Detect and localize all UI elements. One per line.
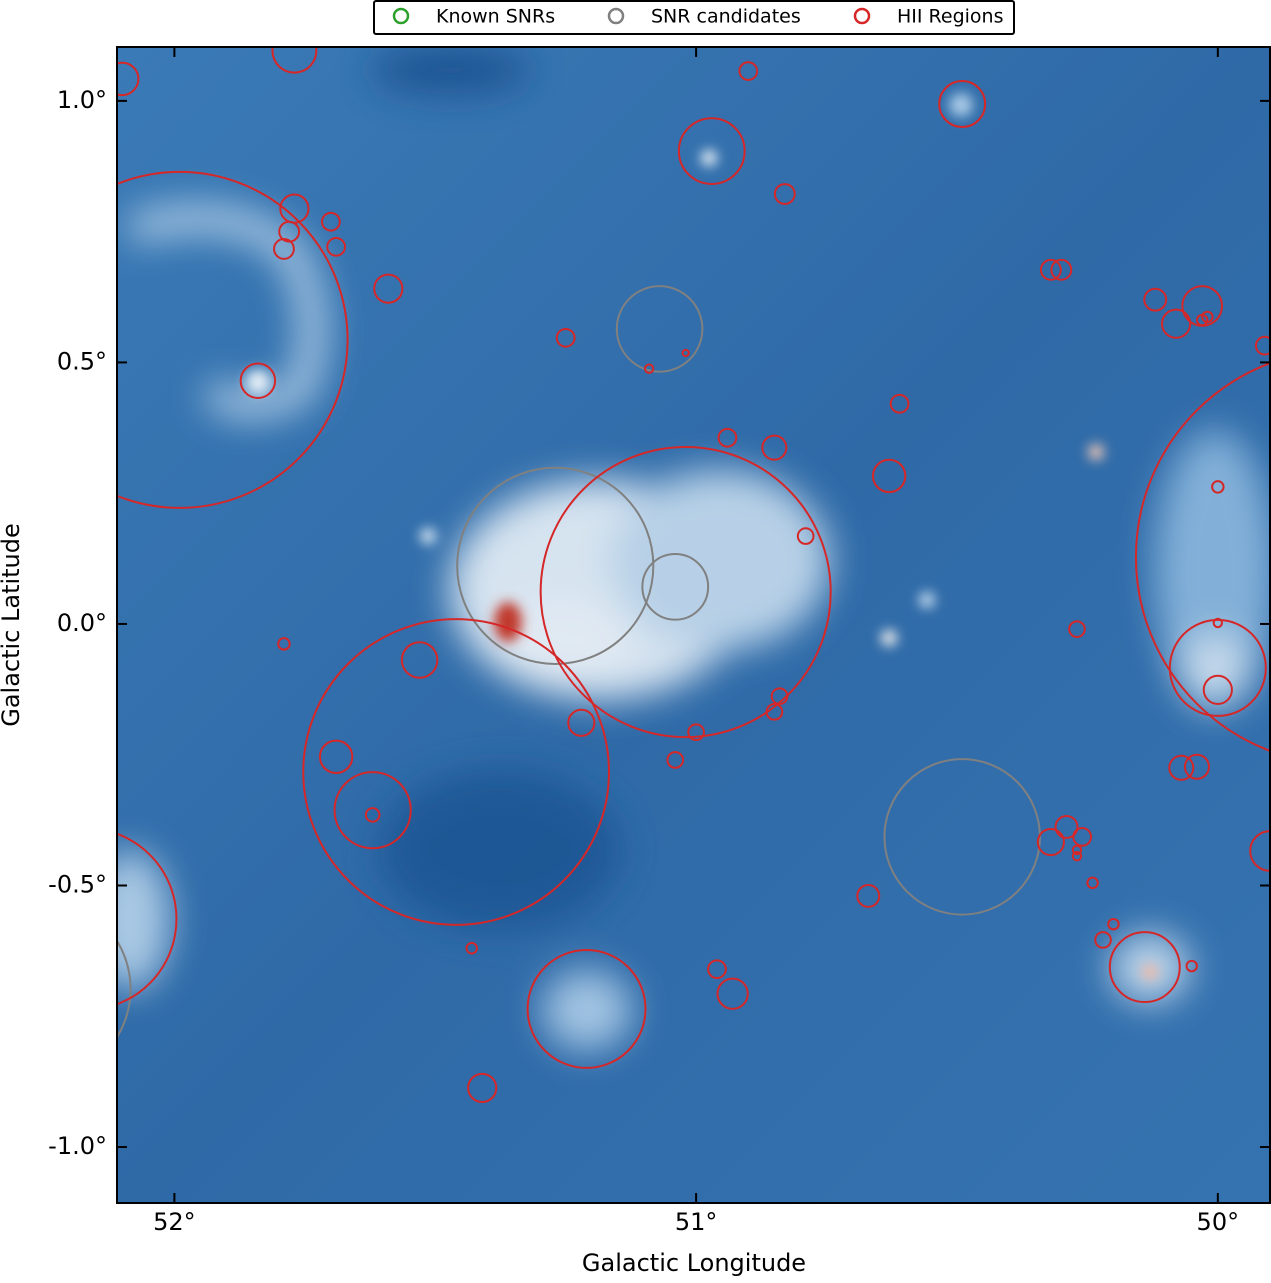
x-axis-label: Galactic Longitude — [582, 1249, 806, 1277]
circle-layer — [117, 47, 1270, 1104]
legend-label: HII Regions — [897, 6, 1003, 28]
region-circle — [465, 942, 478, 955]
region-circle — [271, 47, 318, 74]
region-circle — [333, 771, 412, 850]
region-circle — [1068, 620, 1086, 639]
region-circle — [1212, 617, 1224, 629]
region-circle — [539, 446, 832, 739]
region-circle — [687, 723, 705, 742]
region-circle — [938, 80, 987, 128]
y-tick-label: 1.0° — [57, 86, 107, 114]
region-circle — [1183, 753, 1210, 780]
region-circle — [681, 348, 690, 358]
legend-label: SNR candidates — [651, 6, 801, 28]
sky-image — [117, 47, 1270, 1203]
region-circle — [117, 61, 140, 97]
region-circle — [239, 362, 277, 399]
legend-marker — [392, 7, 410, 25]
region-circle — [641, 552, 710, 621]
region-circle — [117, 832, 178, 1006]
region-circle — [773, 183, 796, 205]
region-circle — [761, 434, 788, 461]
region-circle — [1143, 287, 1168, 312]
x-tick-label: 51° — [675, 1208, 718, 1236]
region-circle — [373, 273, 404, 304]
region-circle — [1071, 844, 1083, 856]
region-circle — [555, 327, 576, 348]
region-circle — [871, 458, 907, 494]
region-circle — [117, 939, 132, 1039]
x-tick-label: 50° — [1197, 1208, 1240, 1236]
region-circle — [318, 739, 354, 774]
region-circle — [456, 466, 655, 665]
region-circle — [364, 807, 381, 823]
legend-marker — [607, 7, 625, 25]
region-circle — [326, 236, 346, 257]
region-circle — [1036, 828, 1065, 857]
region-circle — [1094, 931, 1112, 949]
region-circle — [321, 211, 341, 232]
region-circle — [1107, 917, 1120, 931]
region-circle — [117, 170, 349, 509]
legend — [373, 0, 1015, 35]
region-circle — [273, 237, 295, 260]
region-circle — [277, 637, 291, 651]
region-circle — [856, 883, 881, 908]
y-tick-label: -0.5° — [48, 870, 107, 898]
region-circle — [302, 618, 610, 926]
region-circle — [1054, 814, 1079, 839]
region-circle — [1211, 480, 1225, 494]
region-circle — [615, 285, 704, 373]
region-circle — [400, 641, 439, 679]
region-circle — [707, 959, 727, 980]
region-circle — [765, 703, 784, 721]
region-circle — [643, 363, 655, 374]
region-circle — [1108, 931, 1181, 1004]
y-tick-label: 0.5° — [57, 347, 107, 375]
region-circle — [1185, 959, 1198, 973]
region-circle — [526, 948, 647, 1069]
region-circle — [716, 977, 749, 1010]
y-tick-label: 0.0° — [57, 609, 107, 637]
region-circle — [1050, 258, 1073, 281]
region-circle — [666, 751, 685, 769]
region-circle — [1039, 258, 1062, 281]
region-circle — [1071, 851, 1083, 862]
region-circle — [567, 708, 596, 737]
region-circle — [1254, 335, 1270, 356]
y-tick-label: -1.0° — [48, 1132, 107, 1160]
region-circle — [1249, 830, 1270, 872]
legend-marker — [853, 7, 871, 25]
plot-frame — [116, 46, 1271, 1204]
region-circle — [770, 687, 789, 705]
region-circle — [1168, 618, 1267, 717]
region-circle — [1202, 674, 1233, 705]
region-circle — [677, 117, 746, 185]
region-circle — [1201, 310, 1214, 324]
region-circle — [717, 427, 738, 448]
region-circle — [889, 393, 910, 414]
x-tick-label: 52° — [153, 1208, 196, 1236]
legend-label: Known SNRs — [436, 6, 555, 28]
region-circle — [1086, 876, 1099, 890]
region-circle — [1072, 826, 1093, 847]
region-circle — [796, 527, 815, 545]
y-axis-label: Galactic Latitude — [0, 523, 25, 727]
region-circle — [1134, 362, 1270, 752]
region-circle — [467, 1072, 498, 1104]
region-circle — [1161, 308, 1192, 339]
region-circle — [738, 61, 759, 81]
region-circle — [1168, 754, 1195, 781]
